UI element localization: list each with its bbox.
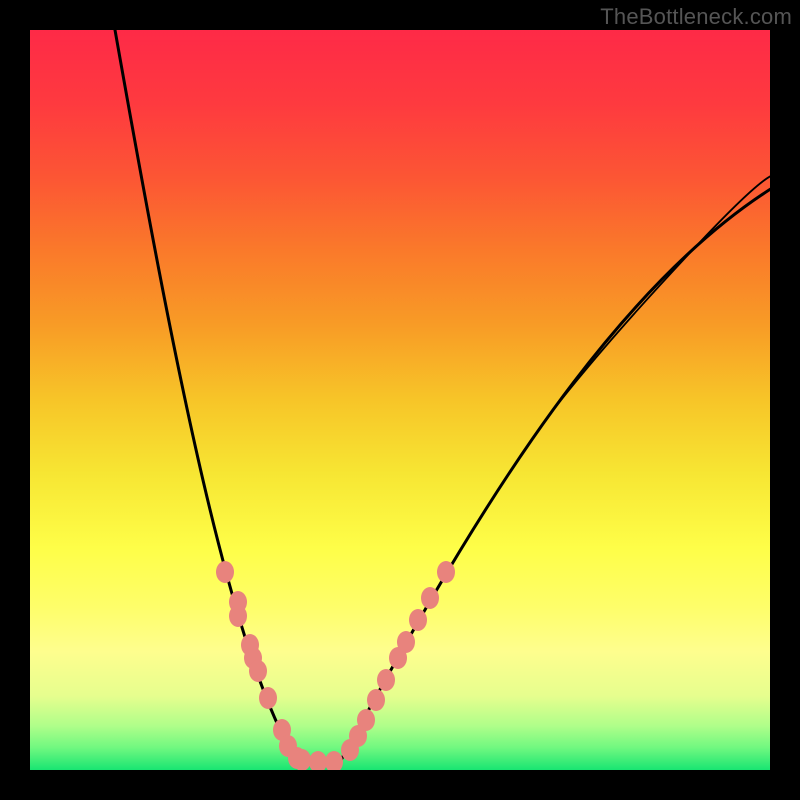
watermark-text: TheBottleneck.com <box>600 4 792 30</box>
data-marker <box>216 561 234 583</box>
data-marker <box>409 609 427 631</box>
data-marker <box>357 709 375 731</box>
chart-container: TheBottleneck.com <box>0 0 800 800</box>
data-marker <box>421 587 439 609</box>
data-marker <box>397 631 415 653</box>
data-marker <box>259 687 277 709</box>
chart-svg <box>0 0 800 800</box>
data-marker <box>293 749 311 771</box>
data-marker <box>367 689 385 711</box>
data-marker <box>249 660 267 682</box>
data-marker <box>377 669 395 691</box>
data-marker <box>437 561 455 583</box>
data-marker <box>229 605 247 627</box>
data-marker <box>309 751 327 773</box>
data-marker <box>325 751 343 773</box>
